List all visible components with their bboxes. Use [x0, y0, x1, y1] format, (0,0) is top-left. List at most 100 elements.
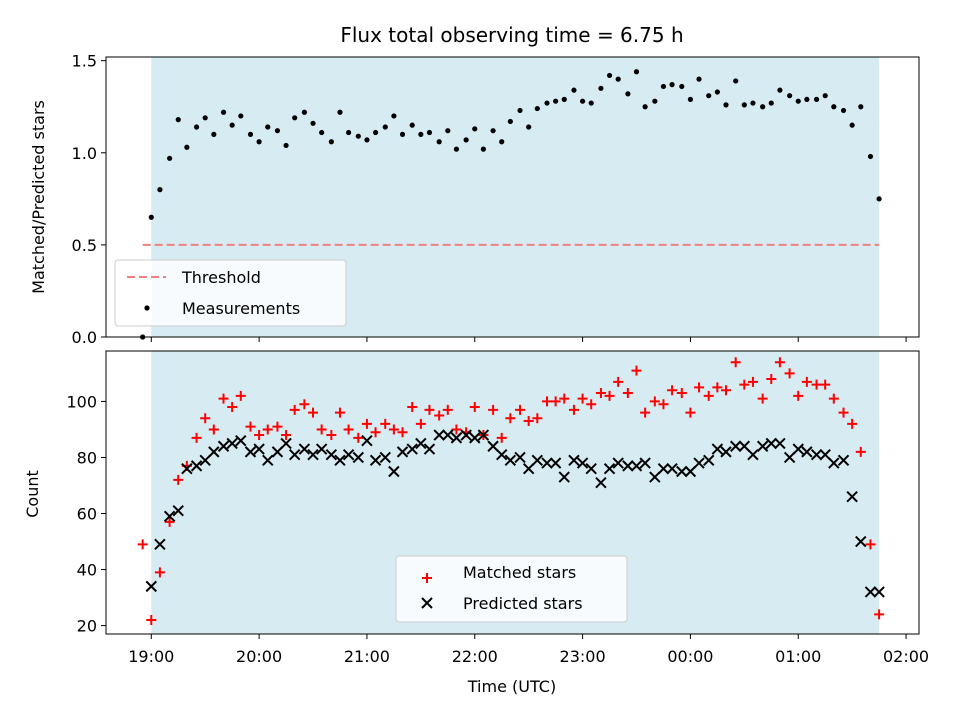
data-point: [847, 418, 858, 429]
data-point: [499, 139, 505, 145]
x-tick-label: 20:00: [236, 647, 282, 666]
data-point: [625, 91, 631, 97]
data-point: [235, 390, 246, 401]
data-point: [795, 98, 801, 104]
data-point: [810, 448, 823, 461]
y-tick-label: 40: [77, 561, 97, 580]
data-point: [747, 448, 759, 461]
data-point: [164, 516, 175, 527]
data-point: [487, 440, 499, 452]
data-point: [238, 113, 244, 119]
data-point: [739, 379, 750, 390]
data-point: [315, 443, 328, 455]
data-point: [477, 429, 490, 441]
data-point: [388, 424, 399, 435]
data-point: [163, 510, 176, 523]
data-point: [828, 457, 840, 469]
data-point: [703, 390, 714, 401]
x-tick-label: 02:00: [883, 647, 929, 666]
data-point: [298, 443, 311, 455]
data-point: [640, 407, 651, 418]
data-point: [550, 396, 561, 407]
data-point: [337, 109, 343, 115]
data-point: [289, 404, 300, 415]
data-point: [760, 104, 766, 110]
data-point: [319, 129, 325, 136]
data-point: [271, 446, 284, 458]
data-point: [450, 432, 463, 444]
series-matched-stars: [137, 357, 885, 625]
data-point: [227, 402, 238, 413]
data-point: [199, 454, 211, 466]
data-point: [579, 98, 586, 104]
data-point: [145, 580, 157, 593]
data-point: [352, 451, 365, 464]
data-point: [265, 124, 271, 130]
data-point: [837, 454, 850, 466]
data-point: [442, 404, 453, 415]
data-point: [658, 399, 669, 410]
data-point: [631, 365, 642, 376]
x-tick-label: 01:00: [775, 647, 821, 666]
data-point: [208, 446, 220, 458]
data-point: [379, 451, 391, 464]
data-point: [595, 476, 607, 489]
data-point: [714, 89, 720, 95]
data-point: [811, 379, 822, 390]
data-point: [577, 393, 588, 404]
data-point: [369, 454, 382, 466]
data-point: [380, 418, 391, 429]
data-point: [469, 432, 481, 444]
data-point: [423, 443, 436, 455]
y-tick-label: 100: [66, 392, 97, 411]
data-point: [657, 462, 670, 475]
data-point: [328, 139, 334, 145]
data-point: [211, 131, 217, 137]
data-point: [523, 416, 534, 427]
data-point: [463, 137, 469, 143]
data-point: [418, 131, 424, 137]
data-point: [515, 404, 526, 415]
data-point: [558, 471, 570, 483]
plot-frame: [105, 56, 920, 338]
x-tick-label: 23:00: [560, 647, 606, 666]
data-point: [831, 104, 837, 110]
data-point: [299, 399, 310, 410]
data-point: [561, 96, 567, 102]
data-point: [434, 410, 445, 421]
data-point: [399, 131, 406, 137]
data-point: [361, 418, 372, 429]
data-point: [801, 446, 813, 458]
series-predicted-stars: [145, 429, 885, 598]
data-point: [756, 440, 769, 452]
data-point: [247, 131, 254, 137]
data-point: [559, 393, 570, 404]
data-point: [787, 93, 793, 99]
legend-predicted-label: Predicted stars: [463, 594, 583, 613]
data-point: [396, 446, 409, 458]
data-point: [750, 100, 756, 106]
data-point: [858, 104, 864, 110]
data-point: [415, 437, 427, 450]
data-point: [326, 430, 337, 441]
data-point: [488, 404, 499, 415]
data-point: [604, 390, 615, 401]
data-point: [307, 448, 319, 461]
data-point: [229, 122, 235, 128]
data-point: [184, 144, 190, 150]
x-tick-label: 21:00: [344, 647, 390, 666]
legend-frame: [395, 555, 628, 623]
data-point: [876, 196, 882, 202]
data-point: [148, 214, 154, 220]
data-point: [191, 432, 202, 443]
data-point: [867, 153, 874, 160]
legend-measurements-swatch: [144, 305, 150, 311]
data-point: [472, 126, 478, 132]
data-point: [720, 385, 731, 396]
data-point: [774, 357, 785, 368]
data-point: [343, 424, 354, 435]
data-point: [154, 567, 165, 578]
data-point: [822, 93, 828, 99]
x-tick-label: 00:00: [667, 647, 713, 666]
data-point: [253, 443, 265, 455]
